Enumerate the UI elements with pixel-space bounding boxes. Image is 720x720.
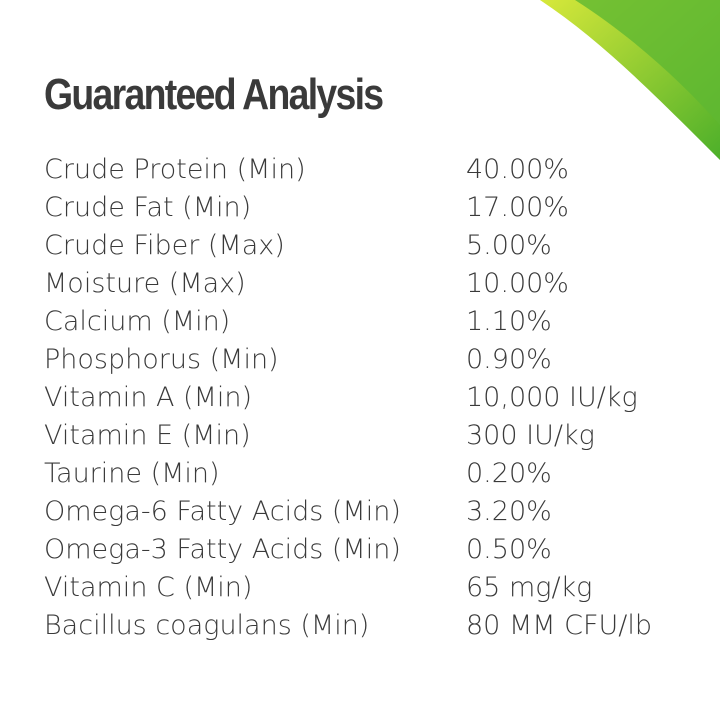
- table-row: Bacillus coagulans (Min) 80 MM CFU/lb: [44, 606, 652, 644]
- nutrient-name: Crude Protein (Min): [44, 153, 306, 185]
- table-row: Crude Protein (Min) 40.00%: [44, 150, 652, 188]
- nutrient-value: 17.00%: [466, 191, 569, 223]
- nutrient-name: Vitamin C (Min): [44, 571, 253, 603]
- nutrient-name: Calcium (Min): [44, 305, 231, 337]
- table-row: Calcium (Min) 1.10%: [44, 302, 652, 340]
- nutrient-value: 80 MM CFU/lb: [466, 609, 652, 641]
- nutrient-value: 300 IU/kg: [466, 419, 595, 451]
- nutrient-value: 0.20%: [466, 457, 552, 489]
- nutrient-name: Bacillus coagulans (Min): [44, 609, 370, 641]
- nutrient-value: 5.00%: [466, 229, 552, 261]
- nutrient-name: Omega-6 Fatty Acids (Min): [44, 495, 401, 527]
- nutrient-name: Vitamin A (Min): [44, 381, 253, 413]
- table-row: Taurine (Min) 0.20%: [44, 454, 652, 492]
- nutrient-name: Vitamin E (Min): [44, 419, 251, 451]
- nutrient-name: Omega-3 Fatty Acids (Min): [44, 533, 401, 565]
- nutrient-name: Phosphorus (Min): [44, 343, 279, 375]
- title: Guaranteed Analysis: [44, 70, 384, 119]
- nutrient-value: 0.50%: [466, 533, 552, 565]
- nutrient-name: Moisture (Max): [44, 267, 246, 299]
- table-row: Phosphorus (Min) 0.90%: [44, 340, 652, 378]
- nutrient-name: Crude Fat (Min): [44, 191, 252, 223]
- nutrient-value: 10.00%: [466, 267, 569, 299]
- table-row: Vitamin C (Min) 65 mg/kg: [44, 568, 652, 606]
- nutrient-value: 40.00%: [466, 153, 569, 185]
- nutrient-value: 1.10%: [466, 305, 552, 337]
- table-row: Omega-6 Fatty Acids (Min) 3.20%: [44, 492, 652, 530]
- table-row: Crude Fat (Min) 17.00%: [44, 188, 652, 226]
- table-row: Omega-3 Fatty Acids (Min) 0.50%: [44, 530, 652, 568]
- nutrient-value: 0.90%: [466, 343, 552, 375]
- table-row: Crude Fiber (Max) 5.00%: [44, 226, 652, 264]
- table-row: Moisture (Max) 10.00%: [44, 264, 652, 302]
- nutrient-value: 65 mg/kg: [466, 571, 593, 603]
- nutrient-value: 10,000 IU/kg: [466, 381, 638, 413]
- nutrient-value: 3.20%: [466, 495, 552, 527]
- table-row: Vitamin A (Min) 10,000 IU/kg: [44, 378, 652, 416]
- nutrient-name: Crude Fiber (Max): [44, 229, 285, 261]
- analysis-table: Crude Protein (Min) 40.00% Crude Fat (Min)…: [44, 150, 652, 644]
- nutrient-name: Taurine (Min): [44, 457, 220, 489]
- table-row: Vitamin E (Min) 300 IU/kg: [44, 416, 652, 454]
